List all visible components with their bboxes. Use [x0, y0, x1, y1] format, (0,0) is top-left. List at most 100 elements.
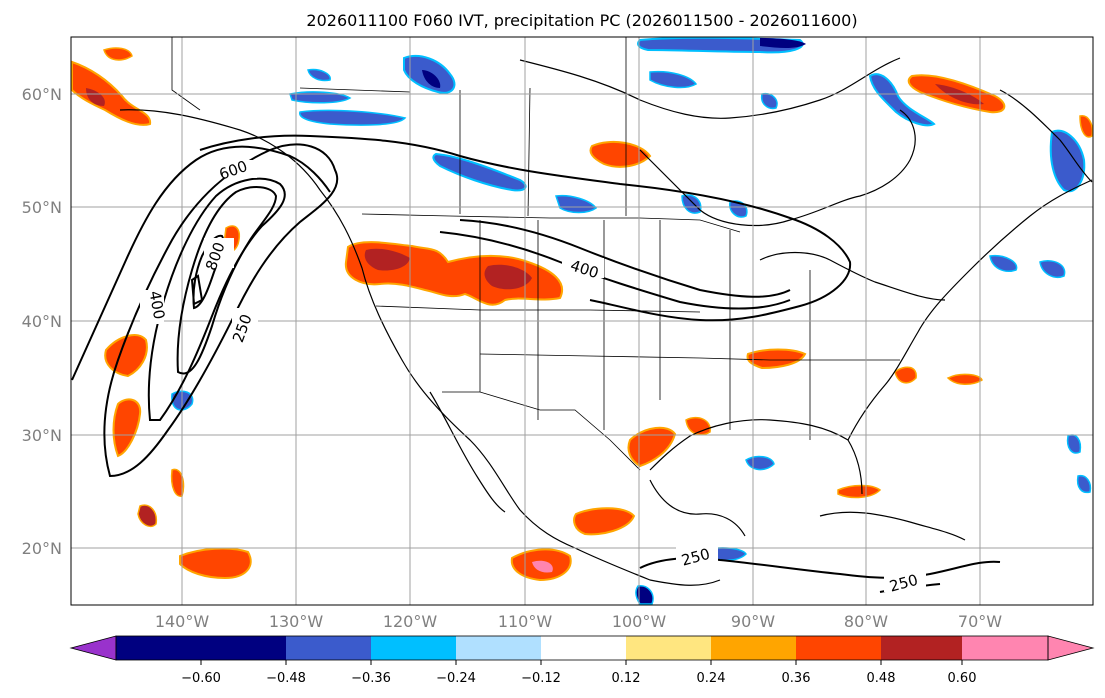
colorbar-tick-label-4: −0.24: [436, 671, 476, 686]
anomaly-neg-yukon: [289, 91, 352, 104]
colorbar-segment-7: [626, 636, 711, 660]
colorbar-tick-label-2: −0.48: [266, 671, 306, 686]
colorbar-tick-marks: [200, 660, 963, 665]
anomaly-pos-alaska-core: [86, 88, 105, 106]
lon-label-100: 100°W: [612, 612, 667, 631]
anomaly-pos-atlantic2: [946, 373, 983, 385]
anomaly-neg-arctic-core: [760, 38, 806, 48]
anomaly-neg-quebec2: [729, 200, 748, 218]
lat-label-60: 60°N: [22, 85, 62, 104]
anomaly-neg-mexico-pacific: [635, 585, 654, 605]
border-canada-prov3: [527, 87, 531, 217]
map-panel: 600 800 400 250 400 250 250: [70, 36, 1094, 606]
contour-label-bg-600: [213, 160, 257, 178]
ivt-contour-250-north: [199, 134, 852, 322]
ivt-contour-400-plains-b: [459, 219, 791, 298]
ivt-contour-800: [192, 234, 225, 310]
border-us-states-h1: [375, 305, 701, 313]
colorbar: −0.60 −0.48 −0.36 −0.24 −0.12 0.12 0.24 …: [69, 635, 1095, 686]
lon-label-80: 80°W: [844, 612, 888, 631]
anomaly-pos-tropical-pacific1: [179, 547, 252, 580]
longitude-labels: 140°W 130°W 120°W 110°W 100°W 90°W 80°W …: [155, 612, 1002, 631]
border-alaska: [171, 37, 201, 111]
latitude-labels: 20°N 30°N 40°N 50°N 60°N: [22, 85, 62, 558]
contour-label-bg-400-w: [140, 290, 164, 324]
coastline-great-lakes: [759, 251, 946, 301]
coastline-east: [847, 179, 1093, 441]
coastlines: [119, 57, 1093, 586]
anomaly-pos-pacific-lobe2: [112, 398, 142, 458]
anomaly-neg-quebec: [868, 73, 936, 127]
lat-label-50: 50°N: [22, 198, 62, 217]
anomaly-neg-bc: [299, 109, 407, 126]
precip-negative-anomalies: [171, 36, 1092, 605]
colorbar-segment-5: [456, 636, 541, 660]
anomaly-neg-alaska-n: [307, 68, 331, 82]
colorbar-extend-low: [69, 635, 117, 661]
coastline-west: [119, 109, 721, 586]
anomaly-pos-mexico-central: [573, 507, 636, 536]
anomaly-pos-hudson: [589, 140, 652, 168]
lon-label-110: 110°W: [498, 612, 553, 631]
ivt-contour-400-west: [71, 145, 331, 381]
anomaly-neg-prairies2: [555, 194, 598, 214]
colorbar-tick-label-10: 0.60: [948, 671, 977, 686]
ivt-contour-800b: [190, 274, 204, 306]
lon-label-70: 70°W: [958, 612, 1002, 631]
lat-label-40: 40°N: [22, 312, 62, 331]
ivt-contours: [71, 134, 1001, 593]
border-us-states-h2: [479, 353, 900, 361]
colorbar-segment-9: [796, 636, 881, 660]
lon-label-130: 130°W: [269, 612, 324, 631]
map-frame: [70, 36, 1094, 606]
border-us-mexico: [442, 391, 641, 471]
contour-label-bg-400-p: [562, 258, 604, 278]
anomaly-pos-pacific-nw-core: [364, 248, 410, 271]
anomaly-neg-ontario: [681, 194, 702, 214]
coastline-cuba: [819, 511, 966, 541]
anomaly-neg-prairies1: [432, 152, 527, 192]
lon-label-140: 140°W: [155, 612, 210, 631]
coastline-baja: [429, 391, 506, 513]
anomaly-pos-texas: [627, 426, 677, 468]
ivt-contour-400-plains: [439, 231, 791, 310]
colorbar-tick-label-9: 0.48: [867, 671, 896, 686]
colorbar-segment-6: [541, 636, 626, 660]
colorbar-extend-high: [1047, 635, 1095, 661]
anomaly-neg-atlantic-se: [1076, 474, 1092, 494]
anomaly-neg-labrador-sea: [1049, 129, 1086, 193]
colorbar-segment-1: [116, 636, 201, 660]
coastline-gulf: [649, 419, 863, 495]
colorbar-tick-label-6: 0.12: [612, 671, 641, 686]
contour-label-bg-250-se: [884, 572, 926, 592]
lat-label-20: 20°N: [22, 539, 62, 558]
colorbar-tick-label-3: −0.36: [351, 671, 391, 686]
ivt-contour-250-west: [103, 143, 339, 478]
colorbar-segment-11: [962, 636, 1048, 660]
anomaly-pos-mexico-pacific-core: [532, 560, 553, 573]
anomaly-pos-ohio-valley: [746, 348, 807, 370]
colorbar-segment-8: [711, 636, 796, 660]
border-us-canada: [361, 213, 741, 233]
contour-label-bg-800: [204, 238, 234, 268]
lon-label-120: 120°W: [383, 612, 438, 631]
anomaly-pos-greenland: [1079, 115, 1094, 138]
anomaly-pos-rockies-core: [484, 264, 532, 290]
anomaly-neg-greenland-w: [760, 92, 778, 110]
ivt-contour-600: [176, 186, 278, 375]
precip-positive-anomalies: [71, 47, 1094, 582]
colorbar-tick-label-1: −0.60: [181, 671, 221, 686]
colorbar-segment-10: [881, 636, 962, 660]
anomaly-neg-hudson-bay-n-core: [422, 70, 441, 88]
contour-label-bg-250-w: [232, 308, 258, 344]
colorbar-frame: [115, 635, 1049, 661]
coastline-greenland: [999, 89, 1093, 183]
coastline-hudson-bay: [639, 109, 916, 227]
lon-label-90: 90°W: [731, 612, 775, 631]
coastline-arctic: [519, 57, 901, 119]
contour-label-bg-250-gulf: [676, 546, 718, 566]
anomaly-pos-tropical-pacific2: [137, 504, 158, 528]
colorbar-segment-2: [201, 636, 286, 660]
anomaly-pos-atlantic1: [894, 366, 917, 384]
